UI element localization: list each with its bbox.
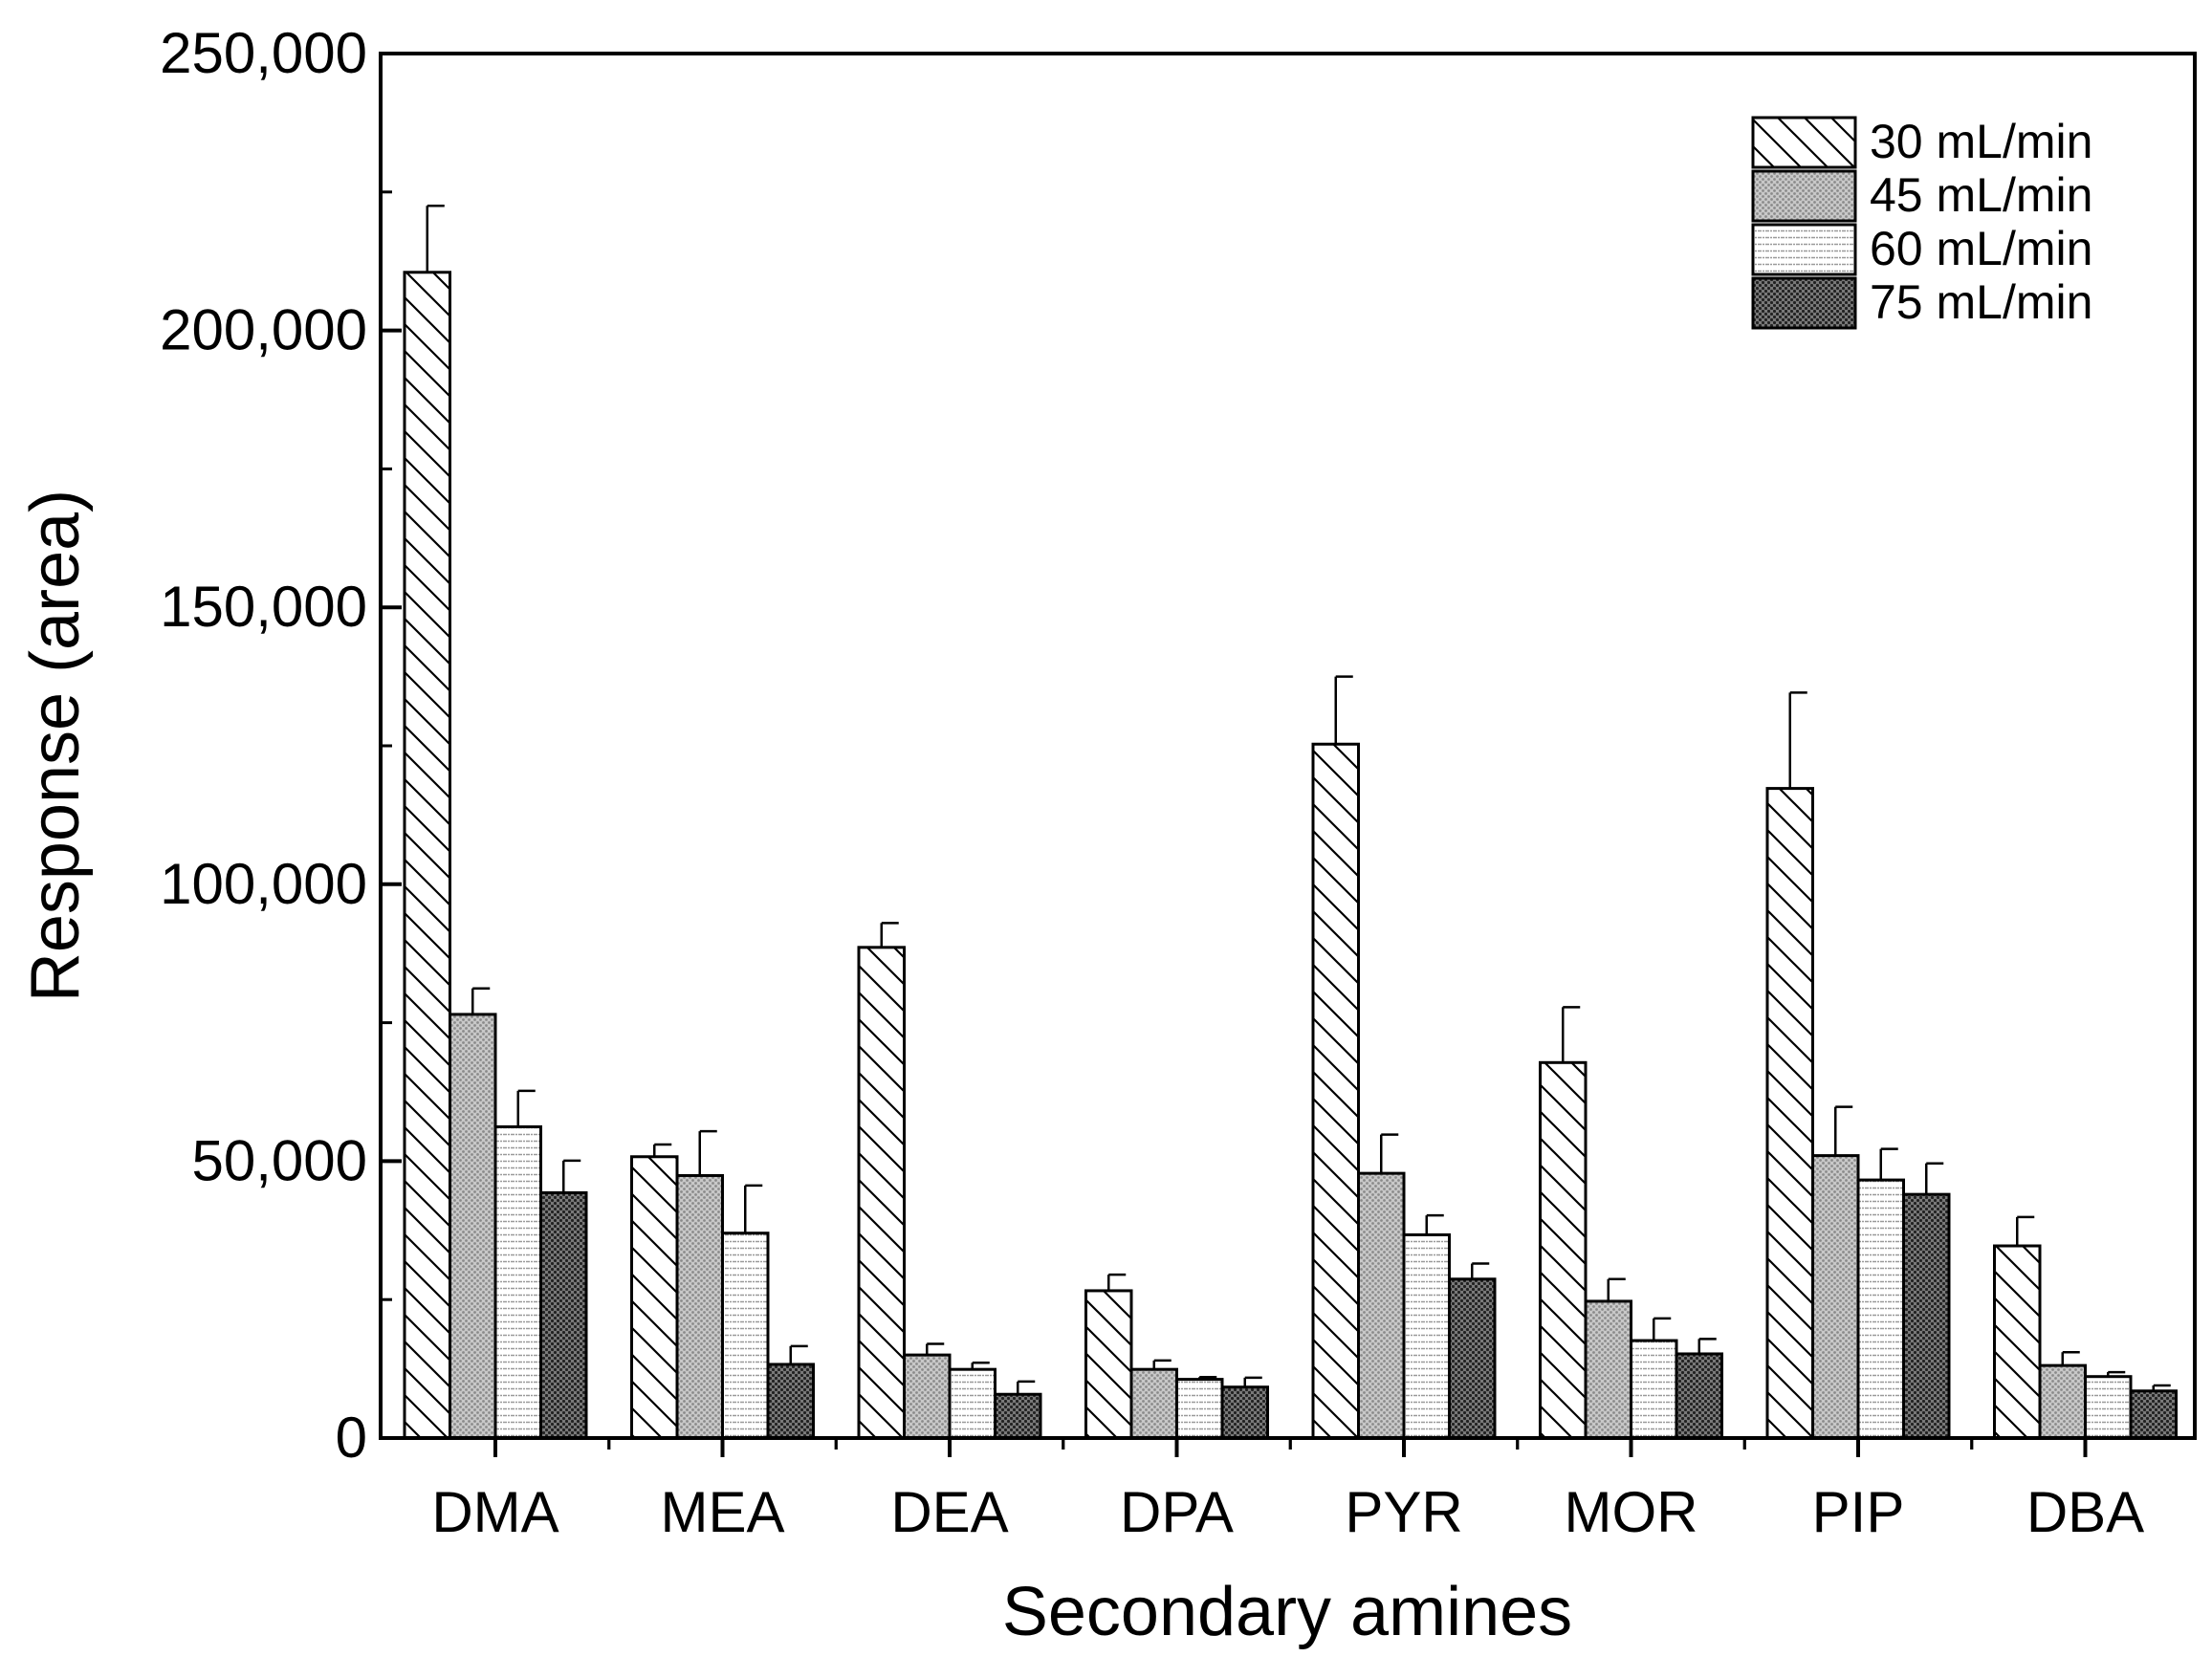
y-tick-label: 100,000 [160, 852, 367, 916]
error-bar-mor-60-ml-min [1653, 1317, 1672, 1341]
y-tick-label: 50,000 [191, 1128, 367, 1192]
bar-mor-30-ml-min [1539, 1060, 1588, 1440]
error-bar-pip-45-ml-min [1834, 1105, 1853, 1156]
bar-pip-30-ml-min [1765, 787, 1814, 1440]
error-bar-mor-45-ml-min [1607, 1277, 1626, 1301]
error-bar-dba-60-ml-min [2107, 1370, 2126, 1377]
bar-mor-75-ml-min [1675, 1352, 1723, 1440]
y-axis-title: Response (area) [17, 490, 94, 1002]
bar-pip-45-ml-min [1811, 1154, 1860, 1440]
bar-pip-75-ml-min [1902, 1192, 1951, 1440]
bar-mor-60-ml-min [1630, 1339, 1678, 1440]
error-bar-mea-45-ml-min [698, 1129, 717, 1176]
error-bar-pip-60-ml-min [1879, 1147, 1898, 1181]
bar-mea-60-ml-min [721, 1232, 770, 1440]
error-bar-dma-30-ml-min [426, 205, 445, 273]
error-bar-dba-75-ml-min [2152, 1384, 2171, 1391]
error-bar-pyr-30-ml-min [1334, 675, 1353, 745]
x-tick-label-dma: DMA [431, 1480, 558, 1544]
error-bar-dea-75-ml-min [1017, 1380, 1036, 1395]
error-bar-dea-60-ml-min [971, 1361, 990, 1370]
error-bar-dba-45-ml-min [2061, 1350, 2080, 1366]
x-tick-label-mor: MOR [1565, 1480, 1698, 1544]
error-bar-dma-60-ml-min [516, 1089, 536, 1127]
y-tick-label: 250,000 [160, 21, 367, 85]
x-tick-label-dba: DBA [2026, 1480, 2144, 1544]
bar-mea-30-ml-min [630, 1155, 679, 1440]
bar-dma-75-ml-min [539, 1190, 588, 1440]
legend-swatch [1751, 223, 1857, 276]
x-axis-title: Secondary amines [1002, 1574, 1572, 1650]
error-bar-pyr-60-ml-min [1425, 1213, 1444, 1235]
error-bar-dpa-45-ml-min [1152, 1359, 1172, 1370]
error-bar-mea-60-ml-min [744, 1184, 763, 1233]
error-bar-pip-30-ml-min [1788, 691, 1807, 789]
y-axis: 0 50,000 100,000 150,000 200,000 250,000 [160, 21, 402, 1470]
error-bar-mor-75-ml-min [1697, 1338, 1717, 1354]
legend-item-30-ml-min: 30 mL/min [1751, 115, 2092, 169]
legend-label: 60 mL/min [1870, 222, 2092, 275]
bar-pyr-75-ml-min [1448, 1277, 1497, 1440]
error-bar-dpa-75-ml-min [1243, 1376, 1262, 1387]
bar-dea-75-ml-min [994, 1392, 1042, 1440]
error-bar-mea-30-ml-min [653, 1143, 672, 1157]
legend-item-45-ml-min: 45 mL/min [1751, 168, 2092, 223]
x-tick-label-dpa: DPA [1120, 1480, 1234, 1544]
bar-dma-45-ml-min [449, 1013, 497, 1440]
legend-swatch [1751, 169, 1857, 223]
legend-label: 75 mL/min [1870, 275, 2092, 329]
y-tick-label: 200,000 [160, 298, 367, 362]
bar-dpa-60-ml-min [1175, 1378, 1224, 1440]
y-tick-label: 150,000 [160, 575, 367, 639]
error-bar-dba-30-ml-min [2016, 1215, 2035, 1247]
error-bar-dea-30-ml-min [880, 922, 899, 948]
bar-dba-60-ml-min [2084, 1375, 2133, 1440]
bar-pip-60-ml-min [1856, 1178, 1905, 1440]
bar-dma-30-ml-min [403, 271, 451, 1440]
legend-item-60-ml-min: 60 mL/min [1751, 222, 2092, 276]
bar-mea-45-ml-min [675, 1173, 724, 1440]
error-bar-mor-30-ml-min [1562, 1006, 1581, 1063]
error-bar-pip-75-ml-min [1925, 1162, 1944, 1195]
error-bar-dma-45-ml-min [471, 987, 491, 1014]
error-bar-dea-45-ml-min [926, 1342, 945, 1356]
bar-dpa-30-ml-min [1084, 1289, 1133, 1440]
legend-label: 30 mL/min [1870, 115, 2092, 168]
error-bars-layer [426, 205, 2171, 1395]
bar-dpa-75-ml-min [1220, 1385, 1269, 1440]
legend-swatch [1751, 276, 1857, 330]
error-bar-dpa-60-ml-min [1198, 1376, 1217, 1380]
bar-dba-75-ml-min [2129, 1389, 2178, 1440]
bar-mor-45-ml-min [1584, 1299, 1632, 1440]
error-bar-dma-75-ml-min [562, 1159, 581, 1193]
error-bar-pyr-75-ml-min [1471, 1262, 1490, 1279]
bars-layer [403, 271, 2178, 1440]
y-tick-label: 0 [336, 1406, 367, 1470]
bar-pyr-30-ml-min [1311, 742, 1360, 1440]
legend-item-75-ml-min: 75 mL/min [1751, 275, 2092, 330]
bar-pyr-45-ml-min [1357, 1171, 1406, 1440]
error-bar-mea-75-ml-min [789, 1344, 808, 1364]
x-axis: DMA MEA DEA DPA PYR MOR PIP DBA [431, 1438, 2144, 1544]
legend-label: 45 mL/min [1870, 168, 2092, 222]
bar-dba-30-ml-min [1993, 1244, 2042, 1440]
bar-dea-60-ml-min [948, 1367, 996, 1440]
error-bar-dpa-30-ml-min [1107, 1273, 1127, 1291]
x-tick-label-pip: PIP [1812, 1480, 1905, 1544]
x-tick-label-dea: DEA [890, 1480, 1008, 1544]
bar-mea-75-ml-min [766, 1363, 815, 1440]
bar-dpa-45-ml-min [1129, 1367, 1178, 1440]
bar-dea-45-ml-min [903, 1353, 952, 1440]
bar-pyr-60-ml-min [1402, 1232, 1451, 1440]
legend-swatch [1751, 116, 1857, 169]
bar-dba-45-ml-min [2038, 1363, 2087, 1440]
x-tick-label-pyr: PYR [1345, 1480, 1462, 1544]
bar-dea-30-ml-min [857, 946, 906, 1440]
error-bar-pyr-45-ml-min [1380, 1133, 1399, 1174]
x-tick-label-mea: MEA [660, 1480, 784, 1544]
bar-dma-60-ml-min [493, 1124, 542, 1440]
